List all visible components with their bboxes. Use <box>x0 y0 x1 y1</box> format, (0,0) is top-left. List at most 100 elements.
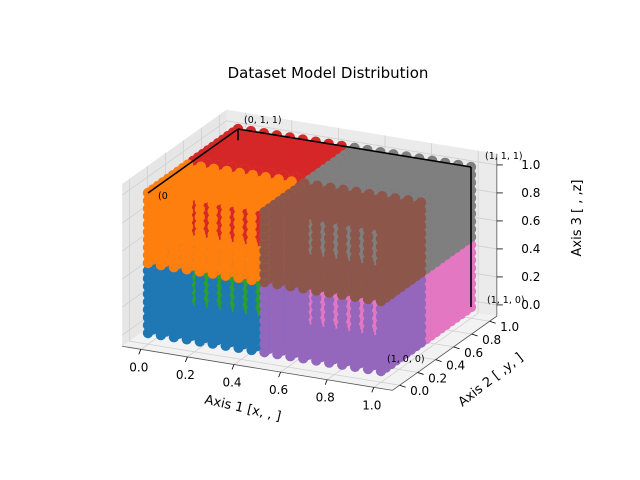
y-tick-label: 0.4 <box>446 359 465 373</box>
scatter-point <box>349 244 361 256</box>
scatter-point <box>194 204 205 215</box>
scatter-point <box>181 256 192 267</box>
scatter-point <box>194 297 205 308</box>
scatter-point <box>246 282 257 293</box>
scatter-point <box>349 314 361 326</box>
corner-label: (1, 0, 0) <box>387 354 425 365</box>
scatter-point <box>155 236 167 247</box>
scatter-point <box>220 301 231 312</box>
scatter-point <box>259 230 270 241</box>
scatter-point <box>349 291 361 302</box>
scatter-point <box>220 317 231 328</box>
scatter-point <box>259 245 270 257</box>
scatter-point <box>324 326 335 337</box>
x-tick-label: 1.0 <box>362 398 381 412</box>
scatter-point <box>337 258 348 269</box>
scatter-point <box>246 228 257 239</box>
scatter-point <box>259 300 270 311</box>
scatter-point <box>349 346 361 357</box>
scatter-point <box>246 212 257 223</box>
scatter-point <box>337 351 348 363</box>
scatter-point <box>337 336 348 347</box>
x-tick <box>185 356 188 363</box>
scatter-point <box>246 305 257 317</box>
scatter-point <box>220 231 231 242</box>
scatter-point <box>233 303 244 315</box>
scatter-point <box>337 266 348 277</box>
y-tick <box>399 384 406 388</box>
axis-ticks: 0.00.20.40.60.81.00.00.20.40.60.81.00.00… <box>129 158 540 412</box>
scatter-point <box>285 319 296 331</box>
scatter-point <box>168 308 180 320</box>
scatter-point <box>285 312 296 323</box>
scatter-point <box>220 216 231 227</box>
scatter-point <box>155 283 167 294</box>
scatter-point <box>362 355 374 367</box>
scatter-point <box>233 288 244 299</box>
scatter-point <box>362 231 374 242</box>
scatter-point <box>181 201 192 213</box>
scatter-point <box>246 344 257 356</box>
scatter-point <box>181 303 192 314</box>
scatter-point <box>337 242 348 254</box>
z-tick-label: 0.2 <box>521 270 540 284</box>
scatter-point <box>272 224 283 235</box>
scatter-point <box>362 254 374 266</box>
scatter-point <box>181 279 192 291</box>
scatter-point <box>362 239 374 250</box>
scatter-point <box>285 335 296 346</box>
scatter-point <box>233 272 244 283</box>
scatter-point <box>337 320 348 331</box>
scatter-point <box>259 307 270 319</box>
scatter-point <box>246 259 257 270</box>
scatter-point <box>349 276 361 287</box>
scatter-point <box>324 341 335 353</box>
scatter-point <box>259 346 270 358</box>
z-tick-label: 0.8 <box>521 186 540 200</box>
scatter-point <box>362 270 374 281</box>
scatter-point <box>311 223 322 234</box>
scatter-point <box>349 330 361 341</box>
scatter-point <box>324 264 335 275</box>
scatter-point <box>298 353 309 364</box>
scatter-point <box>207 291 218 303</box>
scatter-point <box>298 236 309 247</box>
scatter-point <box>155 252 167 263</box>
scatter-point <box>375 225 387 237</box>
scatter-point <box>194 281 205 293</box>
scatter-point <box>194 211 205 223</box>
scatter-point <box>311 277 322 288</box>
scatter-point <box>142 203 154 214</box>
scatter-point <box>362 301 374 312</box>
scatter-point <box>349 260 361 271</box>
scatter-point <box>233 342 244 353</box>
scatter-point <box>272 310 283 321</box>
y-tick-label: 0.8 <box>482 333 501 347</box>
scatter-point <box>142 312 154 323</box>
scatter-point <box>285 234 296 245</box>
scatter-point <box>311 285 322 296</box>
scatter-point <box>142 281 154 292</box>
scatter-point <box>311 316 322 327</box>
scatter-point <box>259 237 270 249</box>
scatter-point <box>259 269 270 280</box>
scatter-point <box>298 329 309 341</box>
x-tick <box>324 379 328 385</box>
scatter-point <box>324 349 335 360</box>
corner-label: (1, 1, 0) <box>487 295 525 306</box>
scatter-point <box>362 262 374 273</box>
scatter-point <box>207 260 218 271</box>
scatter-point <box>362 363 374 375</box>
scatter-point <box>246 313 257 324</box>
scatter-point <box>168 230 180 242</box>
scatter-point <box>155 306 167 317</box>
scatter-point <box>337 281 348 293</box>
scatter-point <box>362 332 374 343</box>
scatter-point <box>194 250 205 262</box>
scatter-point <box>155 228 167 240</box>
scatter-point <box>155 259 167 271</box>
scatter-point <box>324 318 335 329</box>
scatter-point <box>220 200 231 211</box>
scatter-point <box>142 320 154 331</box>
scatter-point <box>259 292 270 303</box>
